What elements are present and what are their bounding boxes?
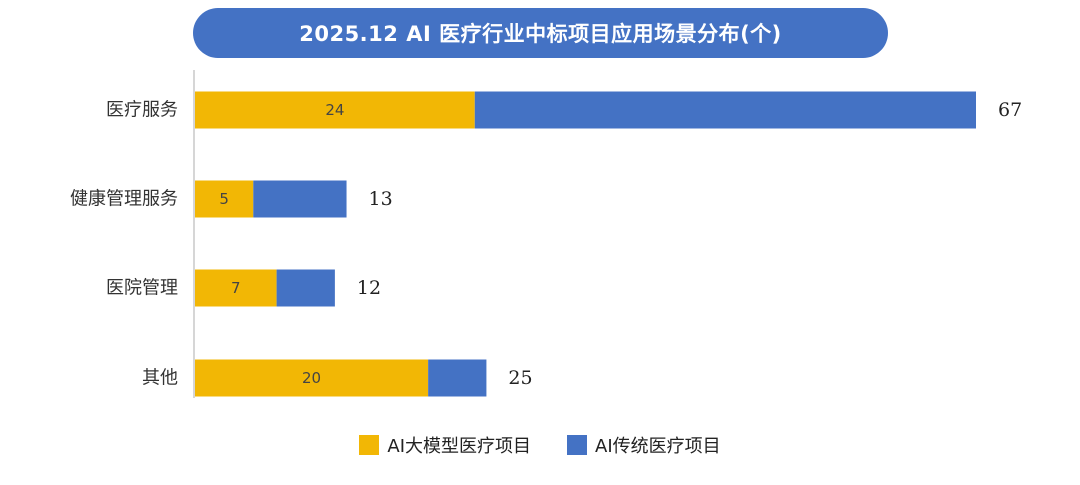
category-label: 健康管理服务 xyxy=(70,189,178,210)
segment-value-label: 24 xyxy=(325,101,344,119)
bar-segment-ai-traditional xyxy=(253,180,347,218)
total-value-label: 67 xyxy=(998,99,1022,121)
bar-segment-ai-traditional xyxy=(428,359,487,397)
category-label: 其他 xyxy=(142,368,178,389)
bar-segment-ai-large-model xyxy=(195,359,429,397)
bars-layer: 医疗服务 24 67 健康管理服务 5 13 医院管理 7 12 其他 20 25 xyxy=(70,91,1022,397)
legend: AI大模型医疗项目 AI传统医疗项目 xyxy=(0,432,1080,458)
bar-segment-ai-large-model xyxy=(195,269,277,307)
segment-value-label: 7 xyxy=(231,279,241,297)
legend-item-ai-traditional: AI传统医疗项目 xyxy=(567,432,721,458)
category-label: 医疗服务 xyxy=(106,100,178,121)
segment-value-label: 20 xyxy=(302,369,321,387)
segment-value-label: 5 xyxy=(219,190,229,208)
total-value-label: 25 xyxy=(508,367,532,389)
chart-title: 2025.12 AI 医疗行业中标项目应用场景分布(个) xyxy=(193,8,888,58)
category-label: 医院管理 xyxy=(106,278,178,299)
bar-segment-ai-large-model xyxy=(195,91,475,129)
legend-swatch xyxy=(567,435,587,455)
legend-item-ai-large-model: AI大模型医疗项目 xyxy=(359,432,531,458)
legend-label: AI大模型医疗项目 xyxy=(387,436,531,457)
bar-segment-ai-traditional xyxy=(276,269,335,307)
total-value-label: 13 xyxy=(369,188,393,210)
legend-label: AI传统医疗项目 xyxy=(595,436,721,457)
bar-segment-ai-traditional xyxy=(474,91,976,129)
legend-swatch xyxy=(359,435,380,455)
bar-segment-ai-large-model xyxy=(195,180,254,218)
total-value-label: 12 xyxy=(357,277,381,299)
